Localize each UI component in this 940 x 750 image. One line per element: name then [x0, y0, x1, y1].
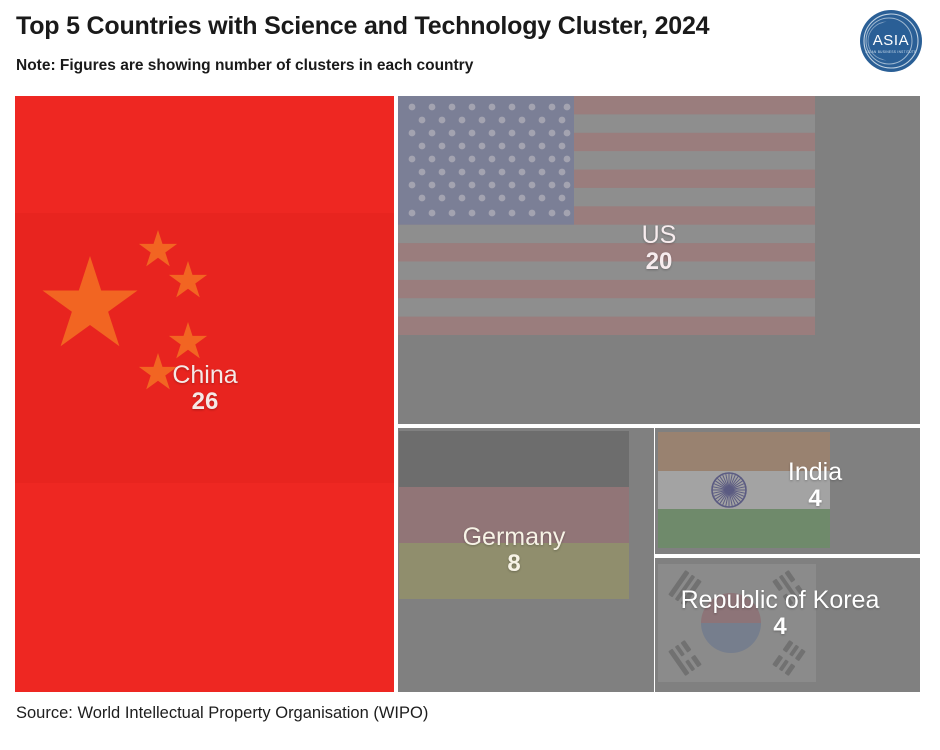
- asia-logo: ASIA ASIAN BUSINESS INSTITUTE: [858, 8, 924, 74]
- header: Top 5 Countries with Science and Technol…: [0, 0, 940, 96]
- trigram-geon-icon: [668, 569, 702, 606]
- germany-flag-band-gold: [399, 543, 629, 599]
- treemap-chart: China 26: [15, 96, 920, 692]
- trigram-gam-icon: [772, 569, 806, 606]
- svg-text:ASIA: ASIA: [873, 32, 910, 49]
- germany-flag-icon: [399, 431, 629, 599]
- chart-note: Note: Figures are showing number of clus…: [16, 57, 474, 74]
- south-korea-flag-icon: [658, 564, 816, 682]
- source-note: Source: World Intellectual Property Orga…: [16, 704, 429, 722]
- trigram-gon-icon: [772, 639, 806, 676]
- treemap-tile-us[interactable]: US 20: [398, 96, 920, 424]
- ashoka-chakra-icon: [710, 471, 748, 509]
- treemap-tile-india[interactable]: India 4: [655, 428, 920, 554]
- us-flag-icon: [398, 96, 815, 335]
- treemap-tile-china[interactable]: China 26: [15, 96, 394, 692]
- china-flag-icon: [15, 213, 394, 483]
- germany-flag-band-red: [399, 487, 629, 543]
- india-flag-icon: [658, 432, 830, 548]
- taegeuk-icon: [701, 593, 761, 653]
- svg-text:ASIAN BUSINESS INSTITUTE: ASIAN BUSINESS INSTITUTE: [865, 50, 916, 54]
- treemap-tile-germany[interactable]: Germany 8: [398, 428, 654, 692]
- taegeuk-bottom-half: [701, 623, 761, 653]
- india-flag-band-green: [658, 509, 830, 548]
- trigram-ri-icon: [668, 639, 702, 676]
- treemap-tile-republic-of-korea[interactable]: Republic of Korea 4: [655, 558, 920, 692]
- page-title: Top 5 Countries with Science and Technol…: [16, 12, 710, 40]
- taegeuk-top-half: [701, 593, 761, 623]
- germany-flag-band-black: [399, 431, 629, 487]
- india-flag-band-saffron: [658, 432, 830, 471]
